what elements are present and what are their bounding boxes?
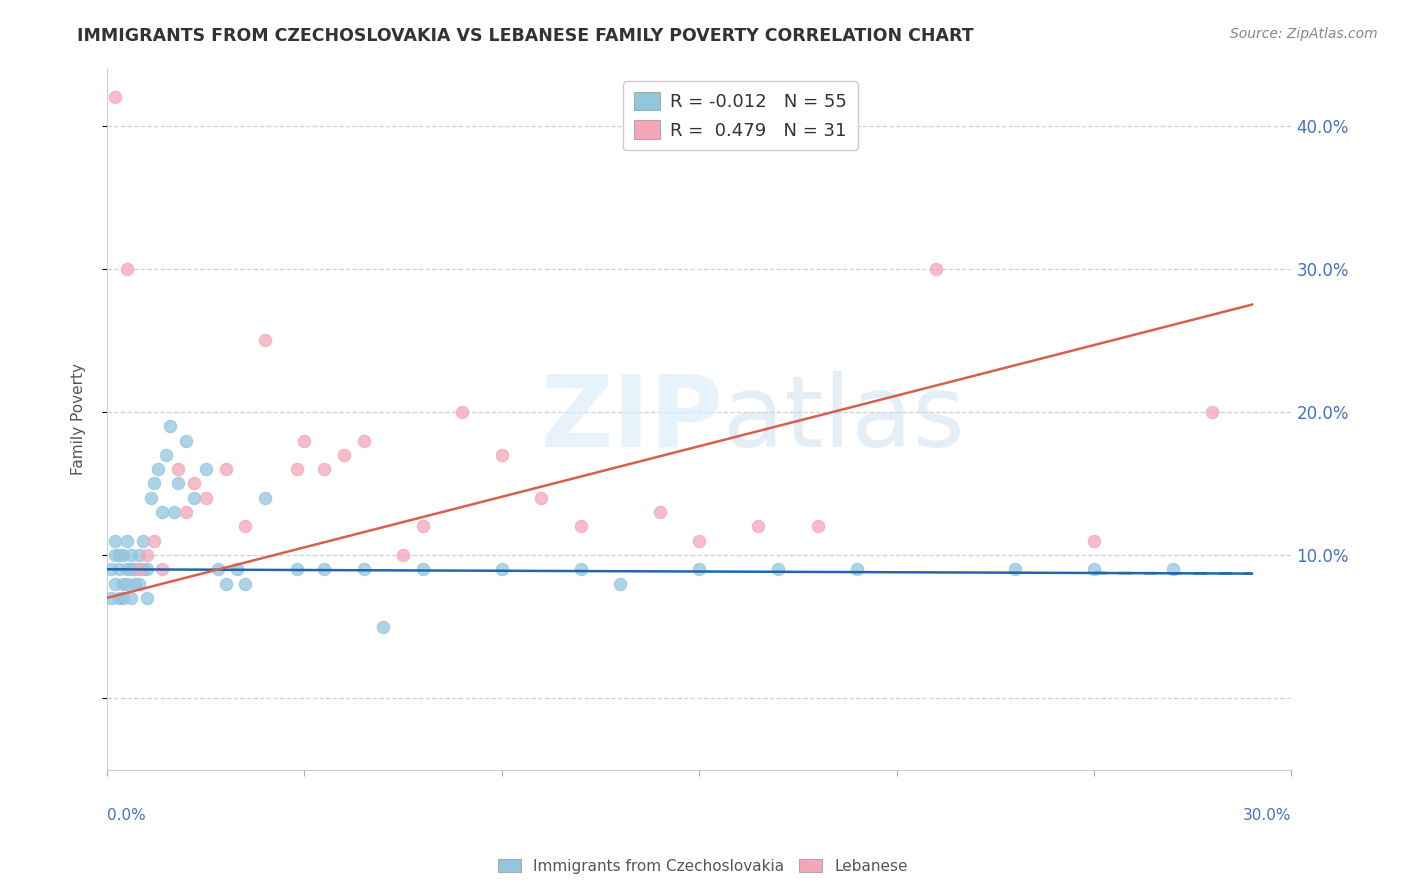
Point [115, 562, 138, 576]
Point [226, 562, 249, 576]
Point [128, 576, 150, 591]
Point [174, 434, 197, 448]
Point [124, 576, 146, 591]
Point [1083, 533, 1105, 548]
Point [207, 562, 229, 576]
Point [128, 548, 150, 562]
Point [491, 448, 513, 462]
Point [233, 576, 256, 591]
Point [353, 434, 375, 448]
Point [159, 419, 181, 434]
Point [253, 491, 276, 505]
Point [846, 562, 869, 576]
Point [747, 519, 769, 533]
Point [253, 334, 276, 348]
Text: atlas: atlas [723, 370, 965, 467]
Point [135, 548, 157, 562]
Legend: R = -0.012   N = 55, R =  0.479   N = 31: R = -0.012 N = 55, R = 0.479 N = 31 [623, 81, 858, 151]
Point [688, 533, 710, 548]
Point [120, 591, 142, 605]
Point [150, 562, 173, 576]
Point [1083, 562, 1105, 576]
Point [294, 434, 316, 448]
Point [167, 462, 190, 476]
Point [925, 261, 948, 276]
Point [412, 519, 434, 533]
Point [111, 591, 134, 605]
Point [285, 562, 308, 576]
Point [285, 462, 308, 476]
Point [194, 462, 217, 476]
Point [104, 533, 127, 548]
Point [183, 491, 205, 505]
Point [143, 476, 166, 491]
Point [183, 476, 205, 491]
Point [314, 562, 336, 576]
Point [214, 576, 236, 591]
Point [1004, 562, 1026, 576]
Point [131, 562, 153, 576]
Point [148, 462, 170, 476]
Point [167, 476, 190, 491]
Point [111, 548, 134, 562]
Point [194, 491, 217, 505]
Point [412, 562, 434, 576]
Point [163, 505, 186, 519]
Point [609, 576, 631, 591]
Point [104, 548, 127, 562]
Point [143, 533, 166, 548]
Point [155, 448, 177, 462]
Point [115, 576, 138, 591]
Point [135, 562, 157, 576]
Point [530, 491, 553, 505]
Text: Source: ZipAtlas.com: Source: ZipAtlas.com [1230, 27, 1378, 41]
Point [115, 533, 138, 548]
Point [124, 562, 146, 576]
Point [392, 548, 415, 562]
Point [174, 505, 197, 519]
Point [451, 405, 474, 419]
Point [115, 261, 138, 276]
Point [807, 519, 830, 533]
Point [120, 562, 142, 576]
Point [569, 562, 592, 576]
Point [569, 519, 592, 533]
Point [111, 576, 134, 591]
Legend: Immigrants from Czechoslovakia, Lebanese: Immigrants from Czechoslovakia, Lebanese [492, 853, 914, 880]
Point [139, 491, 162, 505]
Point [100, 562, 122, 576]
Text: ZIP: ZIP [540, 370, 723, 467]
Point [491, 562, 513, 576]
Point [314, 462, 336, 476]
Point [100, 591, 122, 605]
Point [135, 591, 157, 605]
Point [333, 448, 356, 462]
Point [104, 90, 127, 104]
Point [128, 562, 150, 576]
Y-axis label: Family Poverty: Family Poverty [72, 363, 86, 475]
Point [373, 619, 395, 633]
Point [1201, 405, 1223, 419]
Point [1161, 562, 1184, 576]
Point [768, 562, 790, 576]
Point [108, 548, 131, 562]
Text: IMMIGRANTS FROM CZECHOSLOVAKIA VS LEBANESE FAMILY POVERTY CORRELATION CHART: IMMIGRANTS FROM CZECHOSLOVAKIA VS LEBANE… [77, 27, 974, 45]
Point [233, 519, 256, 533]
Point [150, 505, 173, 519]
Text: 30.0%: 30.0% [1243, 808, 1292, 823]
Text: 0.0%: 0.0% [107, 808, 146, 823]
Point [214, 462, 236, 476]
Point [120, 548, 142, 562]
Point [648, 505, 671, 519]
Point [104, 576, 127, 591]
Point [353, 562, 375, 576]
Point [688, 562, 710, 576]
Point [108, 591, 131, 605]
Point [131, 533, 153, 548]
Point [108, 562, 131, 576]
